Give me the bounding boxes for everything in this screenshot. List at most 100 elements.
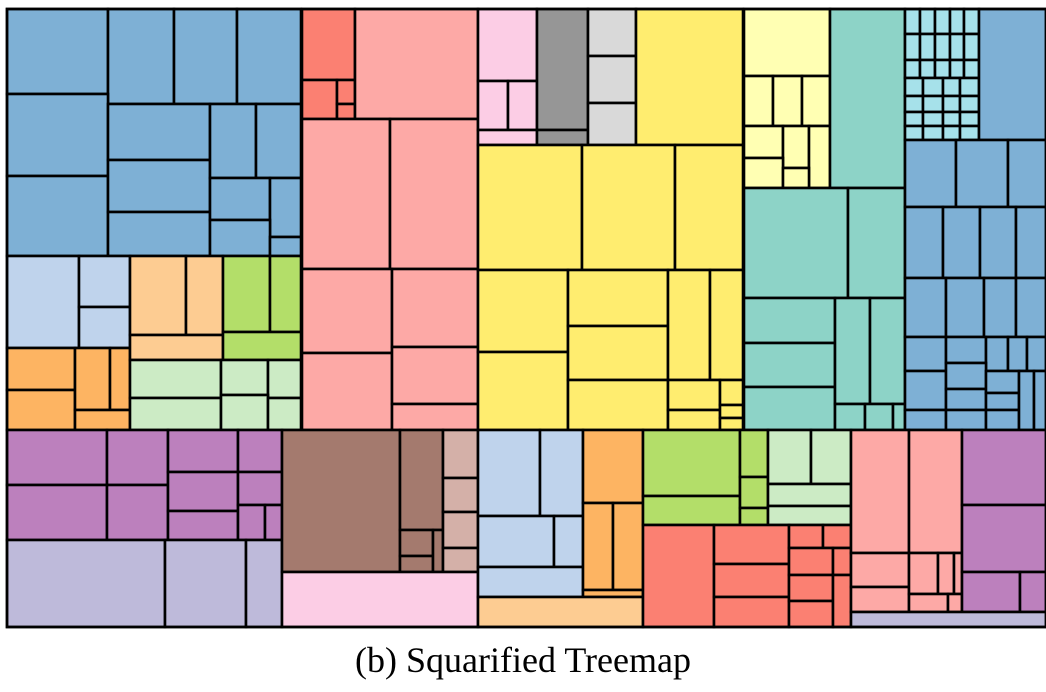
- treemap-cell-blue: [944, 361, 988, 391]
- treemap-cell-blue: [208, 218, 272, 258]
- treemap-cell-salmon: [831, 573, 853, 629]
- treemap-cell-pink: [390, 267, 480, 349]
- treemap-cell-lavender: [5, 538, 167, 629]
- treemap-cell-purple: [166, 428, 240, 474]
- treemap-cell-teal: [891, 402, 907, 432]
- treemap-cell-gray: [535, 7, 590, 132]
- treemap-cell-paleyellow: [742, 156, 785, 190]
- treemap-cell-salmon: [787, 546, 835, 577]
- treemap-cell-lightblue: [476, 565, 585, 599]
- treemap-cell-blue: [977, 7, 1046, 142]
- treemap-cell-cyan: [918, 58, 937, 80]
- treemap-cell-purple: [236, 428, 284, 474]
- treemap-cell-cyan: [941, 94, 962, 114]
- treemap-cell-pink: [907, 592, 950, 614]
- treemap-cell-blue: [1025, 335, 1046, 373]
- treemap-cell-blue: [944, 276, 986, 339]
- treemap-cell-green: [738, 475, 770, 510]
- treemap-cell-blue: [944, 387, 988, 412]
- treemap-cell-cyan: [921, 94, 945, 114]
- treemap-cell-salmon: [831, 546, 853, 577]
- treemap-cell-green: [221, 330, 303, 362]
- treemap-cell-blue: [944, 335, 988, 365]
- treemap-cell-yellow: [666, 378, 722, 412]
- treemap-cell-paleyellow: [742, 124, 785, 160]
- treemap-cell-blue: [984, 369, 1021, 395]
- treemap-cell-teal: [828, 7, 907, 190]
- treemap-cell-lightgreen: [766, 482, 853, 508]
- treemap-cell-purple: [166, 470, 240, 513]
- treemap-cell-teal: [742, 186, 850, 300]
- treemap-cell-blue: [172, 7, 239, 106]
- treemap-cell-lightgray: [586, 7, 638, 58]
- treemap-cell-green: [738, 428, 770, 479]
- treemap-cell-yellow: [718, 416, 745, 432]
- treemap-cell-paleyellow: [781, 166, 811, 190]
- treemap-cell-purple: [960, 428, 1046, 507]
- treemap-cell-blue: [106, 210, 212, 258]
- treemap-cell-green: [738, 506, 770, 527]
- treemap-cell-cyan: [958, 94, 981, 114]
- treemap-cell-lightblue: [77, 254, 132, 309]
- treemap-cell-salmon: [300, 7, 357, 82]
- treemap-cell-paleyellow: [742, 7, 832, 78]
- treemap-cell-tan: [441, 476, 480, 514]
- treemap-cell-purple: [105, 428, 170, 487]
- treemap-cell-blue: [903, 276, 948, 339]
- treemap-cell-teal: [742, 296, 837, 345]
- treemap-cell-paleyellow: [781, 124, 811, 170]
- treemap-cell-tan: [441, 510, 480, 550]
- treemap-cell-brown: [398, 554, 435, 574]
- treemap-cell-lightgreen: [266, 396, 303, 432]
- treemap-cell-lightpink: [280, 570, 480, 629]
- treemap-cell-cyan: [903, 76, 925, 98]
- treemap-cell-pink: [390, 345, 480, 406]
- treemap-cell-peach: [128, 333, 225, 362]
- treemap-cell-blue: [208, 176, 272, 222]
- treemap-cell-yellow: [566, 268, 670, 328]
- treemap-cell-pink: [388, 117, 480, 271]
- treemap-cell-teal: [846, 186, 907, 300]
- treemap-cell-cyan: [958, 110, 981, 128]
- figure-caption: (b) Squarified Treemap: [355, 640, 691, 680]
- treemap-cell-cyan: [933, 32, 952, 62]
- treemap-cell-gray: [535, 128, 590, 147]
- treemap-cell-orange: [108, 346, 132, 412]
- treemap-cell-green: [268, 254, 303, 334]
- treemap-cell-cyan: [918, 7, 937, 36]
- treemap-cell-blue: [903, 205, 945, 280]
- treemap-cell-cyan: [948, 7, 966, 36]
- treemap-cell-teal: [833, 402, 867, 432]
- treemap-cell-blue: [235, 7, 303, 106]
- treemap-cell-salmon: [821, 523, 853, 550]
- treemap-cell-yellow: [718, 378, 745, 407]
- treemap-cell-yellow: [580, 143, 677, 272]
- treemap-cell-cyan: [903, 124, 925, 142]
- treemap-cell-tan: [441, 546, 480, 574]
- treemap-cell-blue: [903, 138, 958, 209]
- treemap-cell-blue: [954, 138, 1010, 209]
- treemap-cell-cyan: [958, 124, 981, 142]
- treemap-cell-pink: [300, 351, 394, 432]
- treemap-cell-yellow: [708, 268, 745, 382]
- treemap-cell-peach: [184, 254, 225, 337]
- treemap-cell-pink: [849, 585, 911, 614]
- treemap-cell-cyan: [962, 32, 981, 62]
- treemap-cell-orange: [73, 408, 132, 432]
- treemap-cell-cyan: [933, 58, 952, 80]
- treemap-cell-blue: [1006, 138, 1046, 209]
- treemap-cell-lavender: [244, 538, 284, 629]
- treemap-cell-lightgreen: [766, 504, 853, 527]
- treemap-cell-teal: [742, 341, 837, 389]
- treemap-cell-cyan: [933, 7, 952, 36]
- treemap-cell-blue: [984, 408, 1021, 432]
- treemap-cell-cyan: [958, 76, 981, 98]
- treemap-cell-purple: [1018, 570, 1046, 614]
- treemap-cell-lightgreen: [128, 396, 223, 432]
- treemap-cell-blue: [1017, 369, 1036, 432]
- squarified-treemap: [5, 7, 1046, 629]
- treemap-cell-blue: [941, 205, 982, 280]
- treemap-cell-paleyellow: [742, 74, 775, 128]
- treemap-cell-lightgreen: [128, 358, 223, 400]
- treemap-cell-brown: [280, 428, 402, 574]
